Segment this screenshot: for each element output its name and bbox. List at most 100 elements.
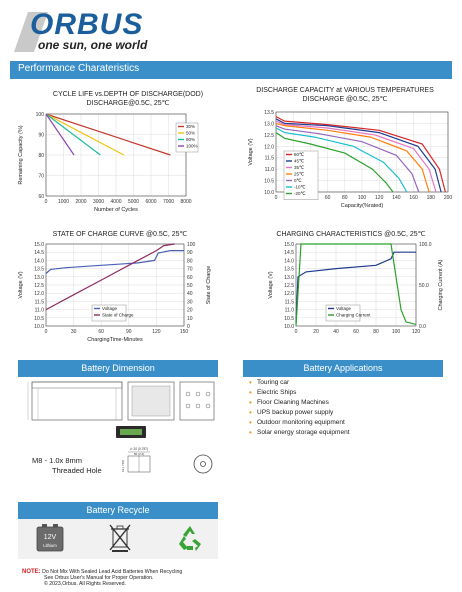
x-tick-label: 80	[342, 195, 348, 201]
battery-dimension-drawing: ∅ 20 (0.787) 56 (2.2) 19 (.748)	[27, 381, 215, 474]
series-line	[275, 132, 394, 193]
x-tick-label: 80	[373, 329, 379, 335]
y2-tick-label: 50	[187, 283, 193, 289]
y2-axis-label: State of Charge	[206, 266, 212, 305]
series-line	[45, 113, 101, 156]
terminal-label: M8 - 1.0x 8mm	[32, 456, 83, 465]
y2-axis-label: Charging Current (A)	[438, 259, 444, 310]
y-tick-label: 15.0	[34, 242, 44, 248]
y-axis-label: Voltage (V)	[248, 138, 254, 165]
x-tick-label: 120	[152, 329, 161, 335]
dimension-heading: Battery Dimension	[18, 360, 218, 377]
y-axis-label: Remaining Capacity (%)	[18, 125, 24, 184]
performance-section-title: Performance Charateristics	[18, 63, 140, 74]
x-tick-label: 2000	[75, 199, 86, 205]
y-tick-label: 12.5	[34, 283, 44, 289]
x-tick-label: 7000	[163, 199, 174, 205]
chart-cycle-life-title-line1: CYCLE LIFE vs.DEPTH OF DISCHARGE(DOD)	[52, 91, 204, 98]
y2-tick-label: 90	[187, 250, 193, 256]
x-tick-label: 60	[353, 329, 359, 335]
x-tick-label: 200	[444, 195, 453, 201]
series-line	[275, 120, 437, 193]
y2-tick-label: 10	[187, 316, 193, 322]
y-tick-label: 13.0	[264, 121, 274, 127]
plot-frame	[45, 113, 187, 197]
crossed-bin-icon	[109, 524, 131, 552]
y-tick-label: 13.5	[284, 267, 294, 273]
y2-tick-label: 100.0	[419, 242, 432, 248]
y2-tick-label: 0.0	[419, 324, 426, 330]
chart-discharge-title-line1: DISCHARGE CAPACITY at VARIOUS TEMPERATUR…	[256, 87, 434, 94]
recycle-heading: Battery Recycle	[18, 502, 218, 519]
x-tick-label: 0	[295, 329, 298, 335]
legend-box	[175, 122, 199, 153]
legend-label: State of Charge	[102, 313, 134, 318]
x-tick-label: 3000	[93, 199, 104, 205]
y-tick-label: 11.0	[265, 167, 275, 173]
dimension-label-b: 56 (2.2)	[134, 452, 144, 456]
plot-frame	[275, 111, 449, 193]
y-tick-label: 10.5	[34, 316, 44, 322]
legend-label: -10℃	[294, 185, 307, 190]
y2-tick-label: 70	[187, 267, 193, 273]
legend-label: 50%	[186, 131, 195, 136]
x-tick-label: 0	[45, 329, 48, 335]
legend-label: 45℃	[294, 159, 305, 164]
y2-tick-label: 100	[187, 242, 196, 248]
chart-cycle-life-title: CYCLE LIFE vs.DEPTH OF DISCHARGE(DOD) DI…	[28, 90, 228, 108]
legend-box	[325, 304, 361, 322]
x-tick-label: 6000	[145, 199, 156, 205]
battery-icon-type: Lithium	[43, 543, 57, 548]
y-tick-label: 11.5	[35, 299, 45, 305]
chart-soc-title-line1: STATE OF CHARGE CURVE @0.5C, 25℃	[52, 231, 188, 238]
x-axis-label: ChargingTime-Minutes	[87, 337, 143, 343]
y-tick-label: 11.0	[35, 308, 45, 314]
x-tick-label: 100	[358, 195, 367, 201]
x-tick-label: 1000	[58, 199, 69, 205]
y2-tick-label: 30	[187, 299, 193, 305]
y-tick-label: 10.0	[34, 324, 44, 330]
series-line	[45, 113, 171, 156]
y2-tick-label: 20	[187, 308, 193, 314]
series-line	[45, 243, 175, 311]
y-tick-label: 10.5	[264, 179, 274, 185]
legend-label: 35℃	[294, 165, 305, 170]
applications-list: Touring car Electric Ships Floor Cleanin…	[243, 378, 443, 460]
x-tick-label: 0	[45, 199, 48, 205]
application-item: Touring car	[243, 378, 443, 388]
y-tick-label: 13.0	[284, 275, 294, 281]
x-tick-label: 60	[98, 329, 104, 335]
y-tick-label: 13.5	[34, 267, 44, 273]
x-tick-label: 120	[412, 329, 421, 335]
dimension-label-c: 19 (.748)	[121, 460, 125, 472]
y-tick-label: 11.0	[285, 308, 295, 314]
series-line	[275, 127, 408, 193]
legend-label: Voltage	[102, 306, 118, 311]
x-axis-label: Capacity(%rated)	[341, 203, 384, 209]
y-tick-label: 70	[38, 174, 44, 180]
series-line	[275, 116, 446, 193]
legend-label: 30%	[186, 124, 195, 129]
y2-tick-label: 0	[187, 324, 190, 330]
legend-label: 100%	[186, 144, 198, 149]
series-line	[45, 250, 184, 274]
x-axis-label: Number of Cycles	[94, 207, 138, 213]
chart-discharge-title-line2: DISCHARGE @0.5C, 25℃	[302, 96, 388, 103]
x-tick-label: 90	[126, 329, 132, 335]
performance-section-bar: Performance Charateristics	[10, 61, 452, 79]
x-tick-label: 60	[325, 195, 331, 201]
legend-label: 80%	[186, 137, 195, 142]
legend-label: Charging Current	[336, 313, 371, 318]
brand-slogan: one sun, one world	[38, 38, 148, 52]
y-tick-label: 90	[38, 133, 44, 139]
application-item: Outdoor monitoring equipment	[243, 418, 443, 428]
y-tick-label: 10.0	[264, 190, 274, 196]
application-item: UPS backup power supply	[243, 408, 443, 418]
y-tick-label: 13.0	[34, 275, 44, 281]
chart-state-of-charge: 10.0 10.5 11.0 11.5 12.0 12.5 13.0 13.5 14.0 14.5…	[18, 242, 212, 343]
legend-label: 25℃	[294, 172, 305, 177]
y-tick-label: 100	[36, 112, 45, 118]
battery-icon-voltage: 12V	[44, 534, 57, 541]
x-tick-label: 40	[333, 329, 339, 335]
chart-charging-title-line1: CHARGING CHARACTERISTICS @0.5C, 25℃	[276, 231, 426, 238]
